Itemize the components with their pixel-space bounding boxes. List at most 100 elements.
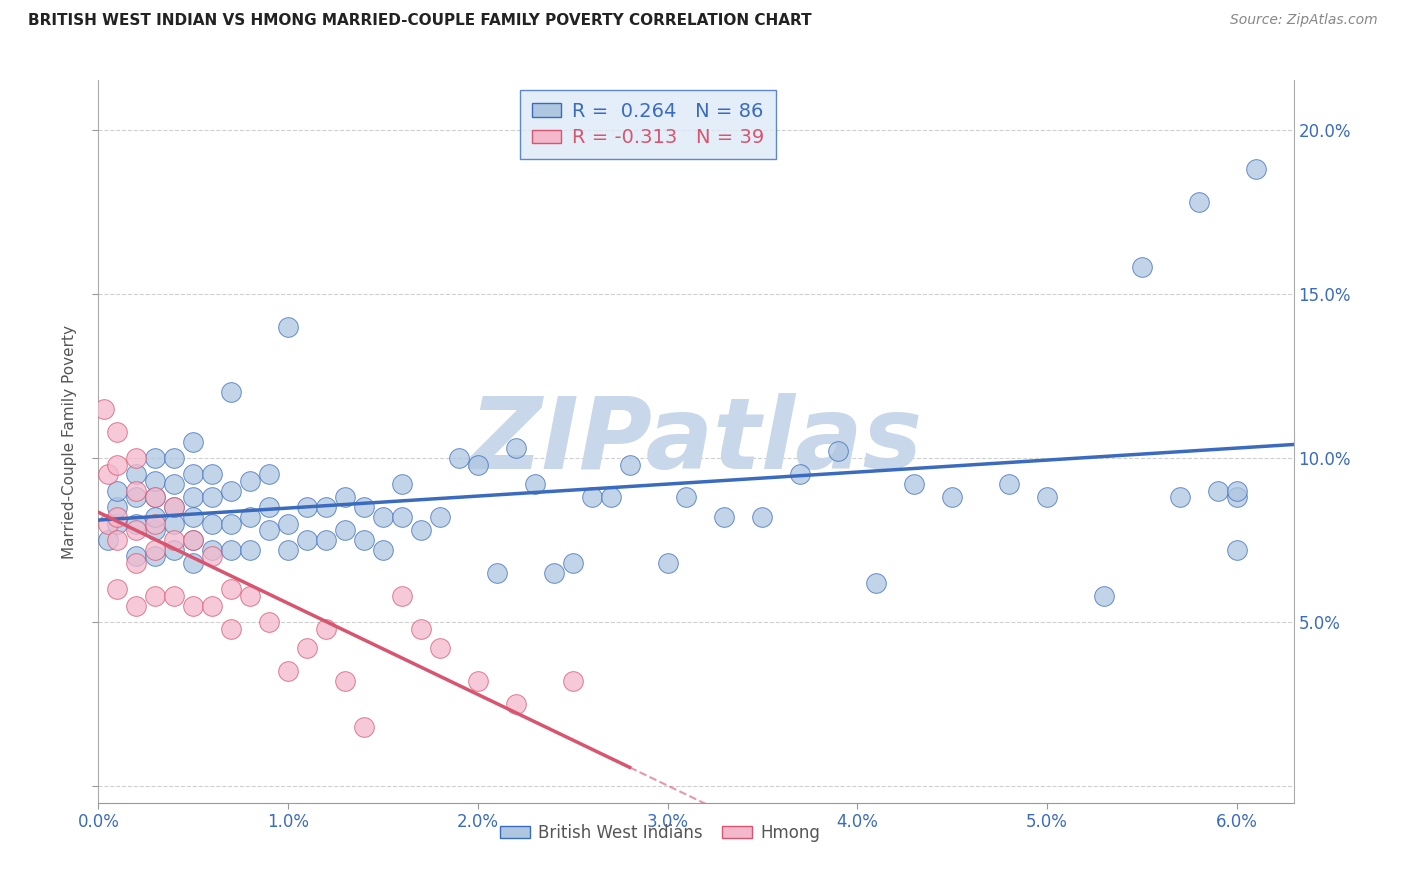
Point [163,500,186,515]
Point [333,491,356,505]
Point [201,491,224,505]
Point [257,615,280,630]
Point [1244,161,1267,176]
Point [903,477,925,491]
Point [181,556,204,570]
Point [143,474,166,488]
Point [599,491,621,505]
Point [941,491,963,505]
Point [143,542,166,557]
Point [163,533,186,547]
Point [675,491,697,505]
Point [257,523,280,537]
Point [295,533,318,547]
Point [751,510,773,524]
Point [371,542,394,557]
Point [163,450,186,465]
Point [239,474,262,488]
Point [277,319,299,334]
Point [789,467,811,482]
Point [1188,194,1211,209]
Point [277,516,299,531]
Point [409,523,432,537]
Point [125,467,148,482]
Text: Source: ZipAtlas.com: Source: ZipAtlas.com [1230,13,1378,28]
Point [353,533,375,547]
Point [239,510,262,524]
Point [485,566,508,580]
Point [219,516,242,531]
Point [201,549,224,564]
Point [467,458,489,472]
Point [125,599,148,613]
Point [105,500,128,515]
Y-axis label: Married-Couple Family Poverty: Married-Couple Family Poverty [62,325,77,558]
Point [391,589,413,603]
Point [353,500,375,515]
Point [105,533,128,547]
Point [257,500,280,515]
Point [181,599,204,613]
Point [429,641,451,656]
Point [143,510,166,524]
Point [201,467,224,482]
Point [277,542,299,557]
Point [181,434,204,449]
Point [125,549,148,564]
Point [143,491,166,505]
Point [295,641,318,656]
Point [1226,491,1249,505]
Point [143,491,166,505]
Point [333,523,356,537]
Point [219,582,242,597]
Point [998,477,1021,491]
Point [561,556,583,570]
Point [353,720,375,734]
Point [1226,542,1249,557]
Point [143,549,166,564]
Point [125,491,148,505]
Text: ZIPatlas: ZIPatlas [470,393,922,490]
Point [865,575,887,590]
Point [125,516,148,531]
Point [143,589,166,603]
Point [219,542,242,557]
Point [581,491,603,505]
Point [105,458,128,472]
Point [239,589,262,603]
Point [333,674,356,689]
Point [713,510,735,524]
Point [163,542,186,557]
Point [143,450,166,465]
Point [315,533,337,547]
Point [1206,483,1229,498]
Legend: British West Indians, Hmong: British West Indians, Hmong [494,817,827,848]
Point [827,444,849,458]
Point [163,516,186,531]
Point [181,533,204,547]
Point [181,467,204,482]
Point [295,500,318,515]
Point [505,698,527,712]
Point [201,516,224,531]
Point [1168,491,1191,505]
Point [143,516,166,531]
Point [561,674,583,689]
Point [201,599,224,613]
Point [619,458,641,472]
Point [1226,483,1249,498]
Point [219,622,242,636]
Point [1130,260,1153,275]
Point [201,542,224,557]
Point [505,441,527,455]
Point [1036,491,1059,505]
Point [105,483,128,498]
Point [1092,589,1115,603]
Point [97,533,120,547]
Point [429,510,451,524]
Point [315,622,337,636]
Point [125,523,148,537]
Point [163,589,186,603]
Point [447,450,470,465]
Point [125,556,148,570]
